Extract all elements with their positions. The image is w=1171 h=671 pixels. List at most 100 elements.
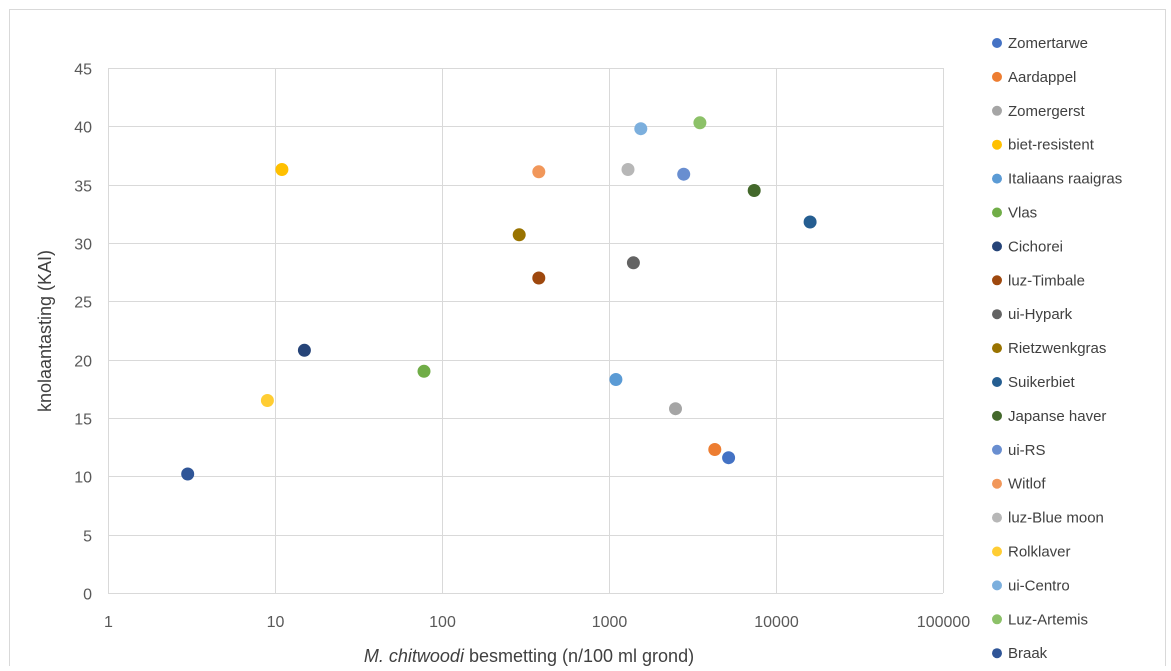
y-tick-label: 15: [74, 412, 92, 429]
legend-label: ui-RS: [1008, 442, 1046, 459]
legend-entry: Aardappel: [992, 69, 1076, 86]
legend-marker: [992, 580, 1002, 591]
legend-label: Cichorei: [1008, 238, 1063, 255]
data-point: [621, 163, 635, 176]
legend-label: Rietzwenkgras: [1008, 340, 1106, 357]
legend-entry: Vlas: [992, 205, 1037, 222]
legend-label: ui-Hypark: [1008, 306, 1073, 323]
legend-label: Witlof: [1008, 476, 1046, 493]
gridlines: [108, 68, 944, 594]
data-point: [297, 343, 311, 357]
legend-entry: Suikerbiet: [992, 374, 1076, 391]
legend-entry: biet-resistent: [992, 137, 1095, 154]
legend-label: Zomergerst: [1008, 103, 1086, 120]
y-tick-label: 40: [74, 120, 92, 137]
legend-marker: [992, 207, 1002, 218]
legend-label: Japanse haver: [1008, 408, 1106, 425]
y-tick-labels: 0 5 10 15 20 25 30 35 40 45: [74, 62, 92, 604]
legend-marker: [992, 71, 1002, 82]
x-tick-label: 1000: [592, 614, 628, 631]
legend-entry: luz-Timbale: [992, 272, 1085, 289]
legend-marker: [992, 444, 1002, 455]
legend-entry: Italiaans raaigras: [992, 171, 1122, 188]
y-tick-label: 10: [74, 470, 92, 487]
data-point: [803, 215, 817, 229]
data-point: [181, 467, 195, 481]
legend-entry: Cichorei: [992, 238, 1063, 255]
x-tick-labels: 1 10 100 1000 10000 100000: [104, 614, 970, 631]
x-tick-label: 10: [267, 614, 285, 631]
legend-entry: ui-RS: [992, 442, 1046, 459]
legend-entry: Witlof: [992, 476, 1046, 493]
legend-entry: Zomertarwe: [992, 35, 1088, 52]
y-tick-label: 20: [74, 354, 92, 371]
legend-entry: Luz-Artemis: [992, 611, 1088, 628]
legend-marker: [992, 478, 1002, 489]
legend-marker: [992, 410, 1002, 421]
data-point: [634, 122, 648, 136]
x-axis-title-italic: M. chitwoodi: [364, 646, 465, 666]
data-point: [747, 184, 761, 197]
legend-marker: [992, 648, 1002, 659]
x-tick-label: 10000: [754, 614, 799, 631]
legend-entry: ui-Centro: [992, 577, 1070, 594]
legend-marker: [992, 139, 1002, 150]
legend-marker: [992, 546, 1002, 557]
legend-marker: [992, 377, 1002, 387]
legend-entry: Braak: [992, 645, 1048, 662]
y-tick-label: 30: [74, 237, 92, 254]
legend-label: Luz-Artemis: [1008, 611, 1088, 628]
legend-label: luz-Timbale: [1008, 272, 1085, 289]
legend-label: Aardappel: [1008, 69, 1076, 86]
legend-marker: [992, 309, 1002, 320]
legend-entry: luz-Blue moon: [992, 510, 1104, 527]
data-point: [708, 443, 722, 456]
data-point: [260, 394, 274, 407]
data-point: [693, 116, 707, 130]
data-point: [626, 256, 640, 270]
legend-marker: [992, 241, 1002, 252]
data-point: [417, 364, 431, 378]
y-tick-label: 35: [74, 179, 92, 196]
x-axis-title: M. chitwoodi besmetting (n/100 ml grond): [364, 646, 694, 666]
data-point: [669, 402, 682, 416]
data-point: [532, 165, 546, 179]
data-point: [677, 167, 691, 181]
y-tick-label: 45: [74, 62, 92, 79]
legend-label: Braak: [1008, 645, 1048, 662]
y-axis-title: knolaantasting (KAI): [35, 250, 55, 412]
legend-marker: [992, 173, 1002, 184]
x-tick-label: 100000: [917, 614, 970, 631]
x-axis-title-rest: besmetting (n/100 ml grond): [464, 646, 694, 666]
legend-label: Zomertarwe: [1008, 35, 1088, 52]
y-tick-label: 25: [74, 295, 92, 312]
legend-label: Rolklaver: [1008, 544, 1071, 561]
legend-label: Suikerbiet: [1008, 374, 1076, 391]
legend: Zomertarwe Aardappel Zomergerst biet-resist…: [992, 35, 1122, 662]
legend-label: Italiaans raaigras: [1008, 171, 1122, 188]
data-point: [532, 271, 546, 285]
y-tick-label: 0: [83, 587, 92, 604]
legend-entry: Rietzwenkgras: [992, 340, 1106, 357]
legend-label: ui-Centro: [1008, 577, 1070, 594]
legend-label: Vlas: [1008, 205, 1037, 222]
data-points: [181, 116, 817, 481]
legend-marker: [992, 105, 1002, 116]
legend-entry: ui-Hypark: [992, 306, 1073, 323]
legend-marker: [992, 275, 1002, 286]
legend-label: luz-Blue moon: [1008, 510, 1104, 527]
legend-marker: [992, 614, 1002, 625]
data-point: [722, 451, 736, 465]
legend-entry: Zomergerst: [992, 103, 1086, 120]
legend-label: biet-resistent: [1008, 137, 1095, 154]
data-point: [609, 373, 623, 386]
data-point: [275, 163, 289, 176]
legend-entry: Rolklaver: [992, 544, 1071, 561]
legend-marker: [992, 38, 1002, 48]
y-tick-label: 5: [83, 529, 92, 546]
x-tick-label: 1: [104, 614, 113, 631]
legend-entry: Japanse haver: [992, 408, 1106, 425]
chart-border: [9, 9, 1166, 670]
legend-marker: [992, 343, 1002, 354]
